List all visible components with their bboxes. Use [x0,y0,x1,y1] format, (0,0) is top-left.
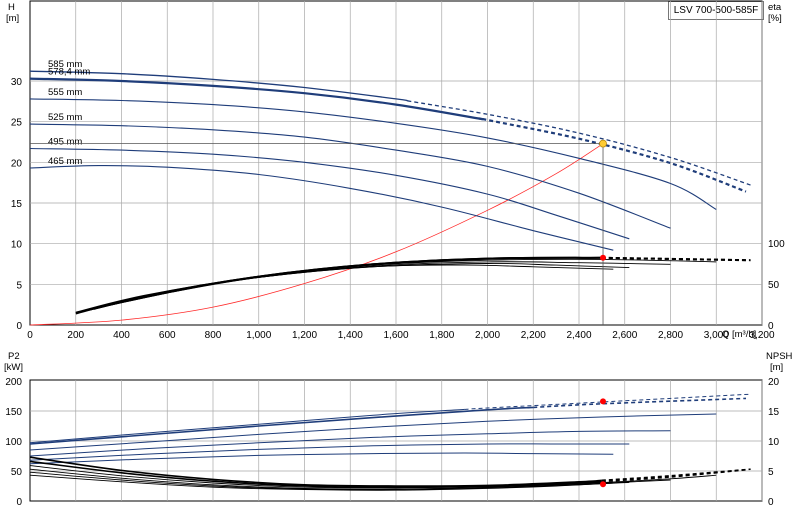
x-tick-label: 3,200 [749,330,774,341]
x-tick-label: 2,000 [475,330,500,341]
power-curve-dashed [464,393,751,410]
x-tick-label: 1,200 [292,330,317,341]
x-tick-label: 600 [159,330,176,341]
power-curve-dashed [533,397,747,409]
head-curve-solid [29,165,614,251]
x-tick-label: 2,200 [521,330,546,341]
power-curve-solid [29,406,534,445]
efficiency-curve-dashed [601,256,747,262]
npsh-curve-dashed [601,469,747,483]
npsh-curve-solid [29,474,614,491]
top-grid [30,1,763,325]
p2-tick-label: 50 [11,467,23,478]
system-curve-solid [29,144,603,326]
x-tick-label: 1,000 [246,330,271,341]
head-curve-solid [29,77,484,121]
efficiency-curve-solid [89,263,630,311]
x-tick-label: 2,600 [612,330,637,341]
y-left-label-top: H [8,2,15,13]
y-left-tick-label: 25 [11,118,23,129]
power-curve-solid [29,430,671,457]
x-tick-label: 1,600 [383,330,408,341]
diameter-label: 465 mm [48,156,82,167]
efficiency-curve-solid [93,264,614,310]
head-curve-solid [29,147,630,240]
npsh-tick-label: 5 [768,467,774,478]
y-right-unit-bottom: [m] [770,362,783,373]
diameter-label: 578,4 mm [48,67,90,78]
power-curve-solid [29,443,630,461]
duty-point-npsh [600,481,607,488]
npsh-curve-solid [29,456,602,487]
duty-point-power [600,398,607,405]
bottom-curves [29,393,751,491]
head-curve-solid [29,98,717,210]
x-tick-label: 1,800 [429,330,454,341]
x-axis-unit: [m³/h] [732,329,756,340]
npsh-tick-label: 10 [768,437,780,448]
x-tick-label: 800 [205,330,222,341]
npsh-tick-label: 20 [768,377,780,388]
p2-tick-label: 0 [16,497,22,508]
y-right-tick-label: 100 [768,239,785,250]
diameter-label: 525 mm [48,112,82,123]
x-tick-label: 3,000 [704,330,729,341]
x-tick-label: 2,800 [658,330,683,341]
npsh-curve-solid [29,460,602,489]
y-left-label-bottom: P2 [8,351,20,362]
y-left-tick-label: 0 [16,321,22,332]
y-left-tick-label: 30 [11,77,23,88]
duty-point-head [599,139,607,148]
diameter-label: 495 mm [48,137,82,148]
x-tick-label: 1,400 [338,330,363,341]
y-left-tick-label: 20 [11,158,23,169]
y-right-label-bottom: NPSH [766,351,793,362]
duty-markers [30,139,607,488]
head-curve-solid [29,123,671,229]
x-axis-label: Q [722,329,729,340]
y-left-tick-label: 10 [11,240,23,251]
y-right-tick-label: 0 [768,321,774,332]
diameter-label: 585 mm [48,59,82,70]
npsh-curve-solid [29,468,671,490]
npsh-curve-solid [29,465,717,489]
npsh-curve-dashed [601,468,751,482]
p2-tick-label: 100 [5,437,22,448]
head-curve-solid [29,70,409,102]
head-curve-dashed [478,117,747,193]
y-left-tick-label: 15 [11,199,23,210]
p2-tick-label: 200 [5,377,22,388]
efficiency-curve-solid [75,256,602,314]
npsh-tick-label: 0 [768,497,774,508]
y-left-unit-top: [m] [6,13,19,24]
power-curve-solid [29,408,465,444]
x-tick-label: 2,400 [566,330,591,341]
power-curve-solid [29,452,614,465]
power-curve-solid [29,413,717,451]
p2-tick-label: 150 [5,407,22,418]
x-tick-label: 400 [113,330,130,341]
y-right-tick-label: 50 [768,280,780,291]
y-right-unit-top: [%] [768,13,782,24]
y-right-label-top: eta [768,2,782,13]
efficiency-curve-solid [84,261,671,312]
duty-point-efficiency [600,254,607,261]
y-left-unit-bottom: [kW] [4,362,23,373]
top-curves [29,70,751,326]
y-left-tick-label: 5 [16,280,22,291]
diameter-label: 555 mm [48,87,82,98]
tick-labels: 0 200 400 600 800 1,000 1,200 1,400 1,600 1,800 2,… [5,77,785,508]
x-tick-label: 0 [27,330,33,341]
x-tick-label: 200 [67,330,84,341]
npsh-tick-label: 15 [768,407,780,418]
